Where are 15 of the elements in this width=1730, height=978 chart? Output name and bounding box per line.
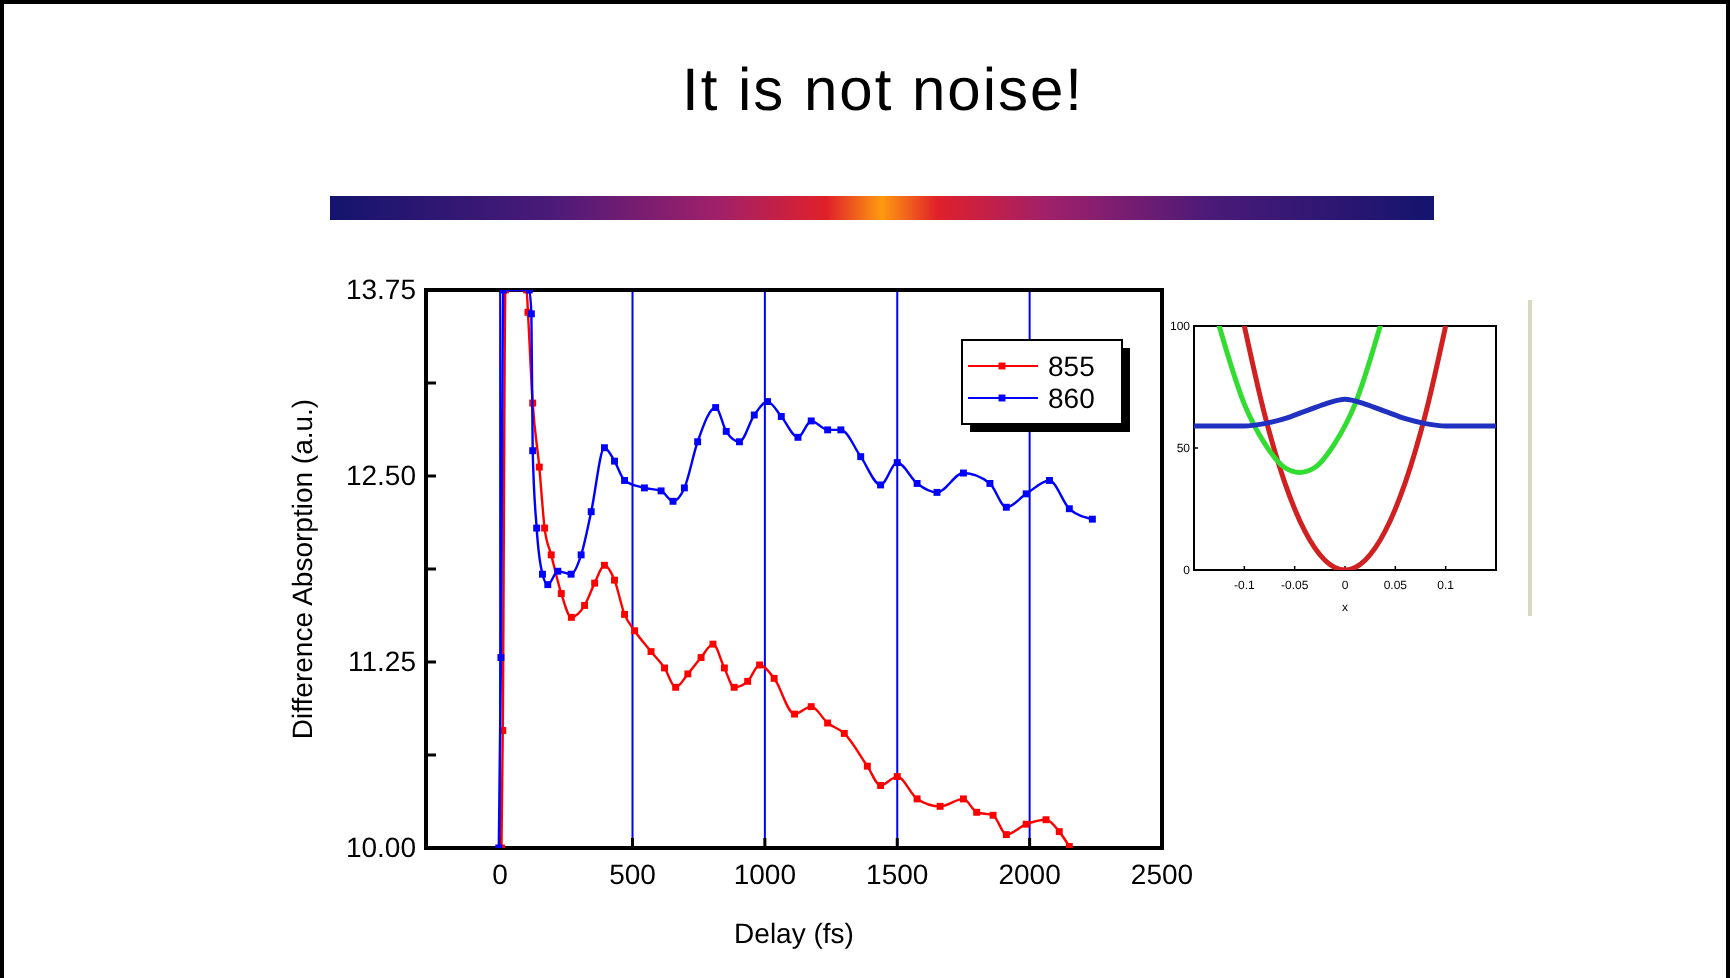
- x-tick-label: 2500: [1130, 857, 1194, 890]
- x-tick-label: 500: [609, 857, 657, 890]
- x-axis-title: Delay (fs): [734, 917, 854, 950]
- legend-label: 860: [1048, 382, 1096, 414]
- y-tick-label: 11.25: [348, 644, 417, 677]
- x-tick-label: 2000: [998, 857, 1062, 890]
- chart-title: It is not noise!: [682, 58, 1082, 124]
- y-tick-label: 13.75: [345, 272, 417, 305]
- x-tick-label: 1000: [733, 857, 797, 890]
- legend-label: 855: [1048, 350, 1096, 382]
- y-axis-title: Difference Absorption (a.u.): [286, 398, 318, 740]
- x-tick-label: 0: [492, 857, 509, 890]
- y-tick-label: 10.00: [345, 830, 417, 863]
- y-tick-label: 12.50: [345, 458, 417, 491]
- x-tick-label: 1500: [866, 857, 929, 890]
